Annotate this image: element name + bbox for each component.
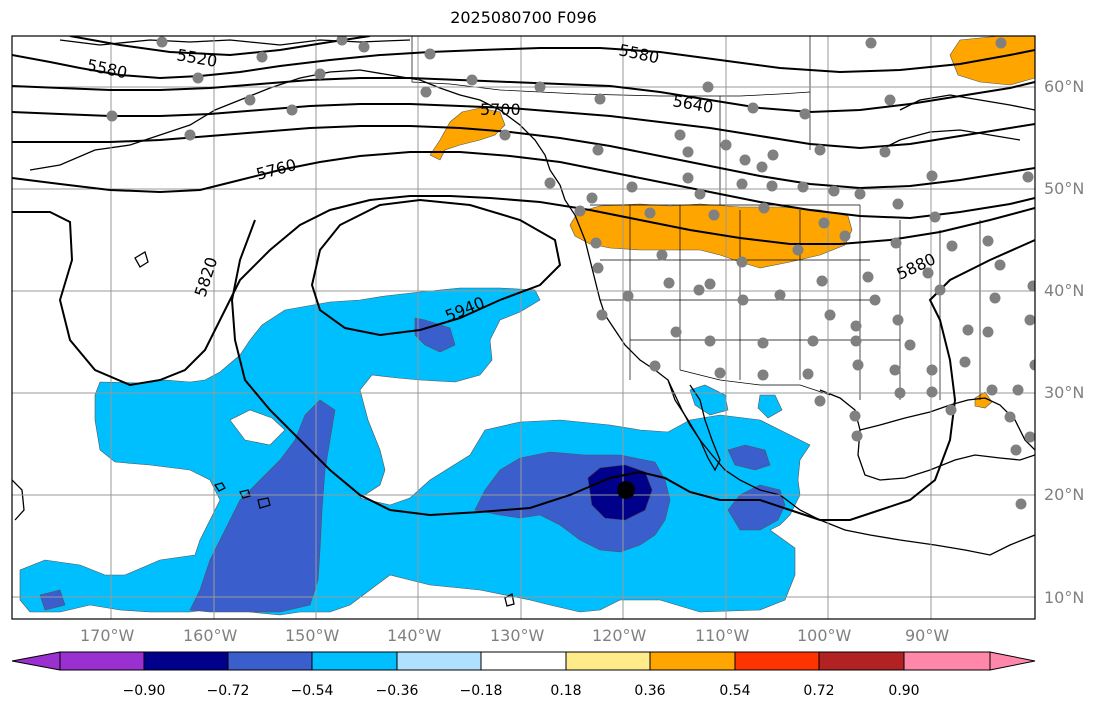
longitude-label: 170°W [80,626,135,645]
colorbar-tick-label: −0.36 [375,683,419,699]
station-markers [106,36,1035,510]
map-title: 2025080700 F096 [450,8,597,27]
longitude-label: 90°W [905,626,950,645]
latitude-label: 20°N [1044,485,1085,504]
longitude-label: 120°W [592,626,647,645]
colorbar-tick-label: −0.90 [122,683,166,699]
height-contours [12,36,1035,521]
contour-5820 [12,195,1035,387]
contour-label: 5700 [480,100,521,119]
colorbar-tick-label: 0.72 [803,683,835,699]
colorbar-tick-label: −0.18 [459,683,503,699]
map-frame [11,35,1036,620]
colorbar-tick-label: −0.72 [206,683,250,699]
contour-5580-west [12,47,1035,80]
contour-5700 [12,125,1035,190]
longitude-label: 160°W [183,626,238,645]
longitude-label: 100°W [797,626,852,645]
longitude-label: 150°W [285,626,340,645]
colorbar-tick-label: 0.36 [634,683,666,699]
contour-5640 [12,103,1035,150]
contour-5940 [310,198,562,337]
colorbar-tick-label: 0.90 [888,683,920,699]
latitude-label: 30°N [1044,383,1085,402]
longitude-label: 110°W [695,626,750,645]
colorbar-tick-label: −0.54 [290,683,334,699]
colorbar [11,651,1036,671]
latitude-label: 50°N [1044,179,1085,198]
contour-5760 [12,151,1035,220]
latitude-label: 60°N [1044,77,1085,96]
longitude-label: 130°W [490,626,545,645]
grid-lines [12,36,1035,619]
map-plot-area [12,36,1035,619]
contour-5520 [69,36,371,57]
latitude-label: 40°N [1044,281,1085,300]
longitude-label: 140°W [387,626,442,645]
colorbar-tick-label: 0.54 [719,683,751,699]
storm-center-marker [617,481,635,499]
contour-5880 [230,219,1035,521]
latitude-label: 10°N [1044,588,1085,607]
colorbar-tick-label: 0.18 [550,683,582,699]
